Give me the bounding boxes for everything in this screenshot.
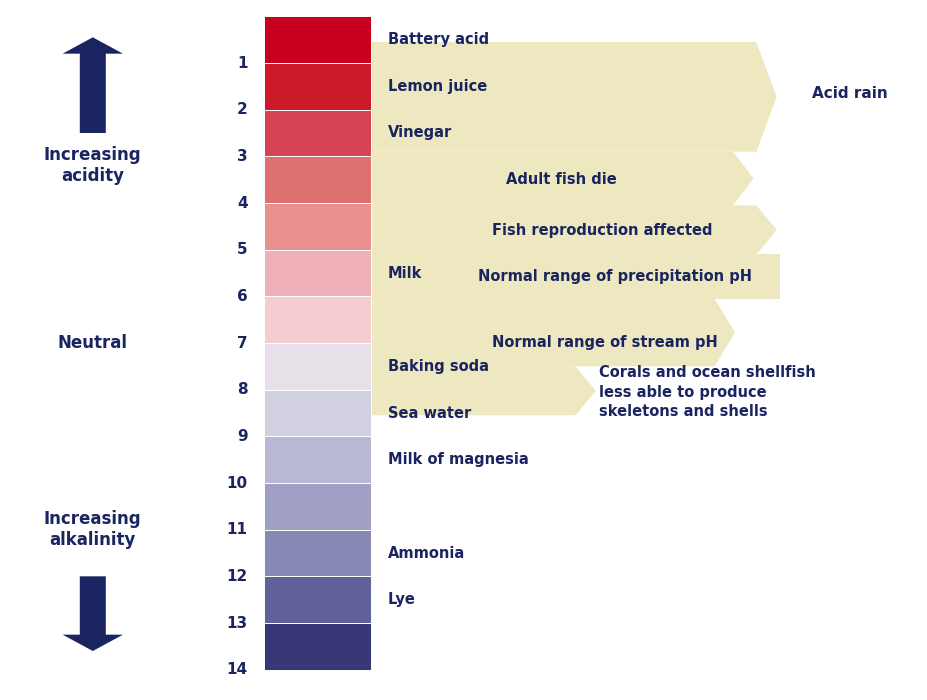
Text: Fish reproduction affected: Fish reproduction affected <box>491 223 712 237</box>
Text: Normal range of stream pH: Normal range of stream pH <box>491 335 717 351</box>
Text: 11: 11 <box>226 522 248 537</box>
Text: Increasing
acidity: Increasing acidity <box>44 146 142 185</box>
Text: 7: 7 <box>237 335 248 351</box>
FancyArrow shape <box>63 576 122 651</box>
Text: 12: 12 <box>226 569 248 584</box>
Bar <box>264 623 371 670</box>
Text: Milk: Milk <box>387 265 422 281</box>
FancyArrow shape <box>63 37 122 133</box>
Bar <box>264 343 371 390</box>
Polygon shape <box>371 42 776 152</box>
Polygon shape <box>371 299 734 366</box>
Text: Normal range of precipitation pH: Normal range of precipitation pH <box>477 270 751 284</box>
Text: Battery acid: Battery acid <box>387 32 489 47</box>
Text: Vinegar: Vinegar <box>387 125 451 141</box>
Text: Lye: Lye <box>387 592 415 607</box>
Bar <box>264 63 371 110</box>
Text: Milk of magnesia: Milk of magnesia <box>387 452 528 467</box>
Polygon shape <box>371 152 753 205</box>
Bar <box>264 296 371 343</box>
Polygon shape <box>371 205 776 254</box>
Text: 10: 10 <box>226 475 248 491</box>
Bar <box>264 203 371 250</box>
Text: Corals and ocean shellfish
less able to produce
skeletons and shells: Corals and ocean shellfish less able to … <box>598 365 815 419</box>
Text: 6: 6 <box>236 289 248 304</box>
Polygon shape <box>371 254 779 299</box>
Bar <box>264 390 371 436</box>
Text: Acid rain: Acid rain <box>811 86 887 101</box>
Text: 3: 3 <box>237 149 248 164</box>
Bar <box>264 16 371 63</box>
Text: 13: 13 <box>226 615 248 631</box>
Bar <box>264 576 371 623</box>
Bar <box>264 530 371 576</box>
Polygon shape <box>371 366 595 415</box>
Text: Baking soda: Baking soda <box>387 359 489 374</box>
Text: 8: 8 <box>237 382 248 397</box>
Text: Sea water: Sea water <box>387 405 471 421</box>
Bar <box>264 250 371 296</box>
Text: Increasing
alkalinity: Increasing alkalinity <box>44 510 142 549</box>
Text: 4: 4 <box>237 195 248 211</box>
Bar <box>264 156 371 203</box>
Text: 14: 14 <box>226 662 248 677</box>
Bar <box>264 110 371 156</box>
Text: Adult fish die: Adult fish die <box>505 172 616 187</box>
Text: Neutral: Neutral <box>57 334 128 352</box>
Bar <box>264 483 371 530</box>
Text: 2: 2 <box>236 102 248 117</box>
Text: Ammonia: Ammonia <box>387 545 464 561</box>
Text: 9: 9 <box>237 429 248 444</box>
Text: 5: 5 <box>237 242 248 257</box>
Text: 1: 1 <box>237 55 248 71</box>
Text: Lemon juice: Lemon juice <box>387 79 487 94</box>
Bar <box>264 436 371 483</box>
